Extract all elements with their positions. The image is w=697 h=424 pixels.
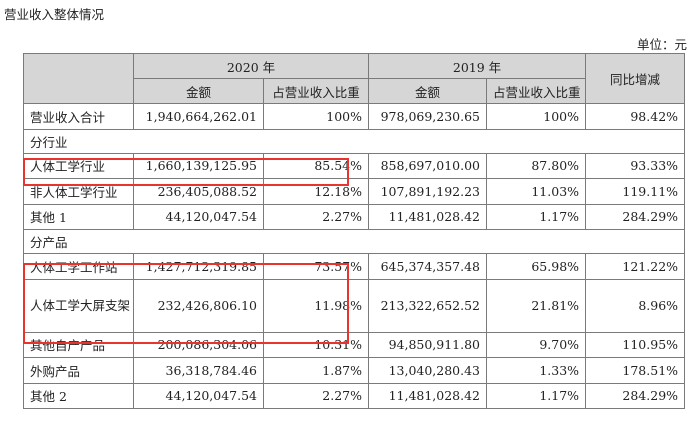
ratio-2020-cell: 73.57% [262, 253, 370, 280]
header-ratio-2019: 占营业收入比重 [486, 78, 587, 104]
ratio-2020-cell: 1.87% [262, 357, 370, 384]
yoy-cell: 93.33% [585, 152, 686, 179]
yoy-cell: 178.51% [585, 357, 686, 384]
yoy-cell: 110.95% [585, 331, 686, 358]
header-year-2020: 2020 年 [132, 53, 370, 79]
row-label: 人体工学工作站 [23, 253, 134, 280]
ratio-2020-cell: 2.27% [262, 203, 370, 230]
section-row-industry: 分行业 [22, 128, 686, 154]
header-row-columns: 金额 占营业收入比重 金额 占营业收入比重 [24, 78, 685, 104]
ratio-2020-cell: 12.18% [262, 178, 370, 205]
amount-2019-cell: 858,697,010.00 [368, 152, 488, 179]
section-label-industry: 分行业 [22, 128, 686, 154]
amount-2020-cell: 232,426,806.10 [133, 278, 264, 333]
ratio-2019-cell: 1.33% [486, 357, 587, 384]
header-blank-cell [23, 53, 134, 104]
row-label: 营业收入合计 [23, 103, 134, 130]
table-row: 人体工学工作站 1,427,712,319.85 73.57% 645,374,… [23, 253, 686, 280]
row-label: 其他自产产品 [23, 331, 134, 358]
header-ratio-2020: 占营业收入比重 [262, 78, 370, 104]
amount-2020-cell: 1,940,664,262.01 [133, 103, 264, 130]
header-amount-2019: 金额 [368, 78, 488, 104]
amount-2019-cell: 978,069,230.65 [368, 103, 488, 130]
amount-2019-cell: 94,850,911.80 [368, 331, 488, 358]
row-label: 人体工学行业 [23, 152, 134, 179]
amount-2020-cell: 44,120,047.54 [133, 203, 264, 230]
yoy-cell: 284.29% [585, 203, 686, 230]
yoy-cell: 119.11% [585, 178, 686, 205]
page-title: 营业收入整体情况 [4, 7, 105, 22]
amount-2019-cell: 13,040,280.43 [368, 357, 488, 384]
table-row: 人体工学大屏支架 232,426,806.10 11.98% 213,322,6… [23, 278, 686, 333]
table-row: 外购产品 36,318,784.46 1.87% 13,040,280.43 1… [23, 357, 686, 384]
table-row: 人体工学行业 1,660,139,125.95 85.54% 858,697,0… [23, 152, 686, 179]
header-row-years: 2020 年 2019 年 同比增减 [23, 53, 686, 104]
ratio-2019-cell: 100% [486, 103, 587, 130]
row-label: 人体工学大屏支架 [23, 278, 134, 333]
amount-2020-cell: 200,086,304.06 [133, 331, 264, 358]
table-row: 非人体工学行业 236,405,088.52 12.18% 107,891,19… [23, 178, 686, 205]
amount-2020-cell: 36,318,784.46 [133, 357, 264, 384]
amount-2019-cell: 213,322,652.52 [368, 278, 488, 333]
amount-2019-cell: 107,891,192.23 [368, 178, 488, 205]
section-label-product: 分产品 [22, 229, 686, 254]
ratio-2019-cell: 11.03% [486, 178, 587, 205]
yoy-cell: 98.42% [585, 103, 686, 130]
amount-2020-cell: 1,427,712,319.85 [133, 253, 264, 280]
unit-label: 单位：元 [636, 37, 687, 52]
yoy-cell: 8.96% [585, 278, 686, 333]
total-row: 营业收入合计 1,940,664,262.01 100% 978,069,230… [23, 103, 686, 130]
ratio-2020-cell: 10.31% [262, 331, 370, 358]
ratio-2019-cell: 1.17% [486, 382, 587, 409]
row-label: 其他 1 [23, 203, 134, 230]
amount-2020-cell: 236,405,088.52 [133, 178, 264, 205]
ratio-2019-cell: 65.98% [486, 253, 587, 280]
revenue-table: 2020 年 2019 年 同比增减 金额 占营业收入比重 金额 占营业收入比重… [22, 53, 686, 409]
ratio-2019-cell: 1.17% [486, 203, 587, 230]
ratio-2019-cell: 21.81% [486, 278, 587, 333]
ratio-2020-cell: 85.54% [262, 152, 370, 179]
amount-2020-cell: 44,120,047.54 [133, 382, 264, 409]
amount-2019-cell: 11,481,028.42 [368, 382, 488, 409]
header-year-2019: 2019 年 [368, 53, 587, 79]
section-row-product: 分产品 [22, 229, 686, 254]
table-row: 其他 1 44,120,047.54 2.27% 11,481,028.42 1… [23, 203, 686, 230]
table-row: 其他 2 44,120,047.54 2.27% 11,481,028.42 1… [23, 382, 686, 409]
ratio-2020-cell: 2.27% [262, 382, 370, 409]
row-label: 非人体工学行业 [23, 178, 134, 205]
row-label: 其他 2 [23, 382, 134, 409]
amount-2019-cell: 645,374,357.48 [368, 253, 488, 280]
amount-2020-cell: 1,660,139,125.95 [133, 152, 264, 179]
row-label: 外购产品 [23, 357, 134, 384]
ratio-2019-cell: 9.70% [486, 331, 587, 358]
amount-2019-cell: 11,481,028.42 [368, 203, 488, 230]
ratio-2020-cell: 11.98% [262, 278, 370, 333]
yoy-cell: 121.22% [585, 253, 686, 280]
ratio-2019-cell: 87.80% [486, 152, 587, 179]
ratio-2020-cell: 100% [262, 103, 370, 130]
table-row: 其他自产产品 200,086,304.06 10.31% 94,850,911.… [23, 331, 686, 358]
header-yoy: 同比增减 [585, 53, 686, 104]
header-amount-2020: 金额 [133, 78, 264, 104]
yoy-cell: 284.29% [585, 382, 686, 409]
